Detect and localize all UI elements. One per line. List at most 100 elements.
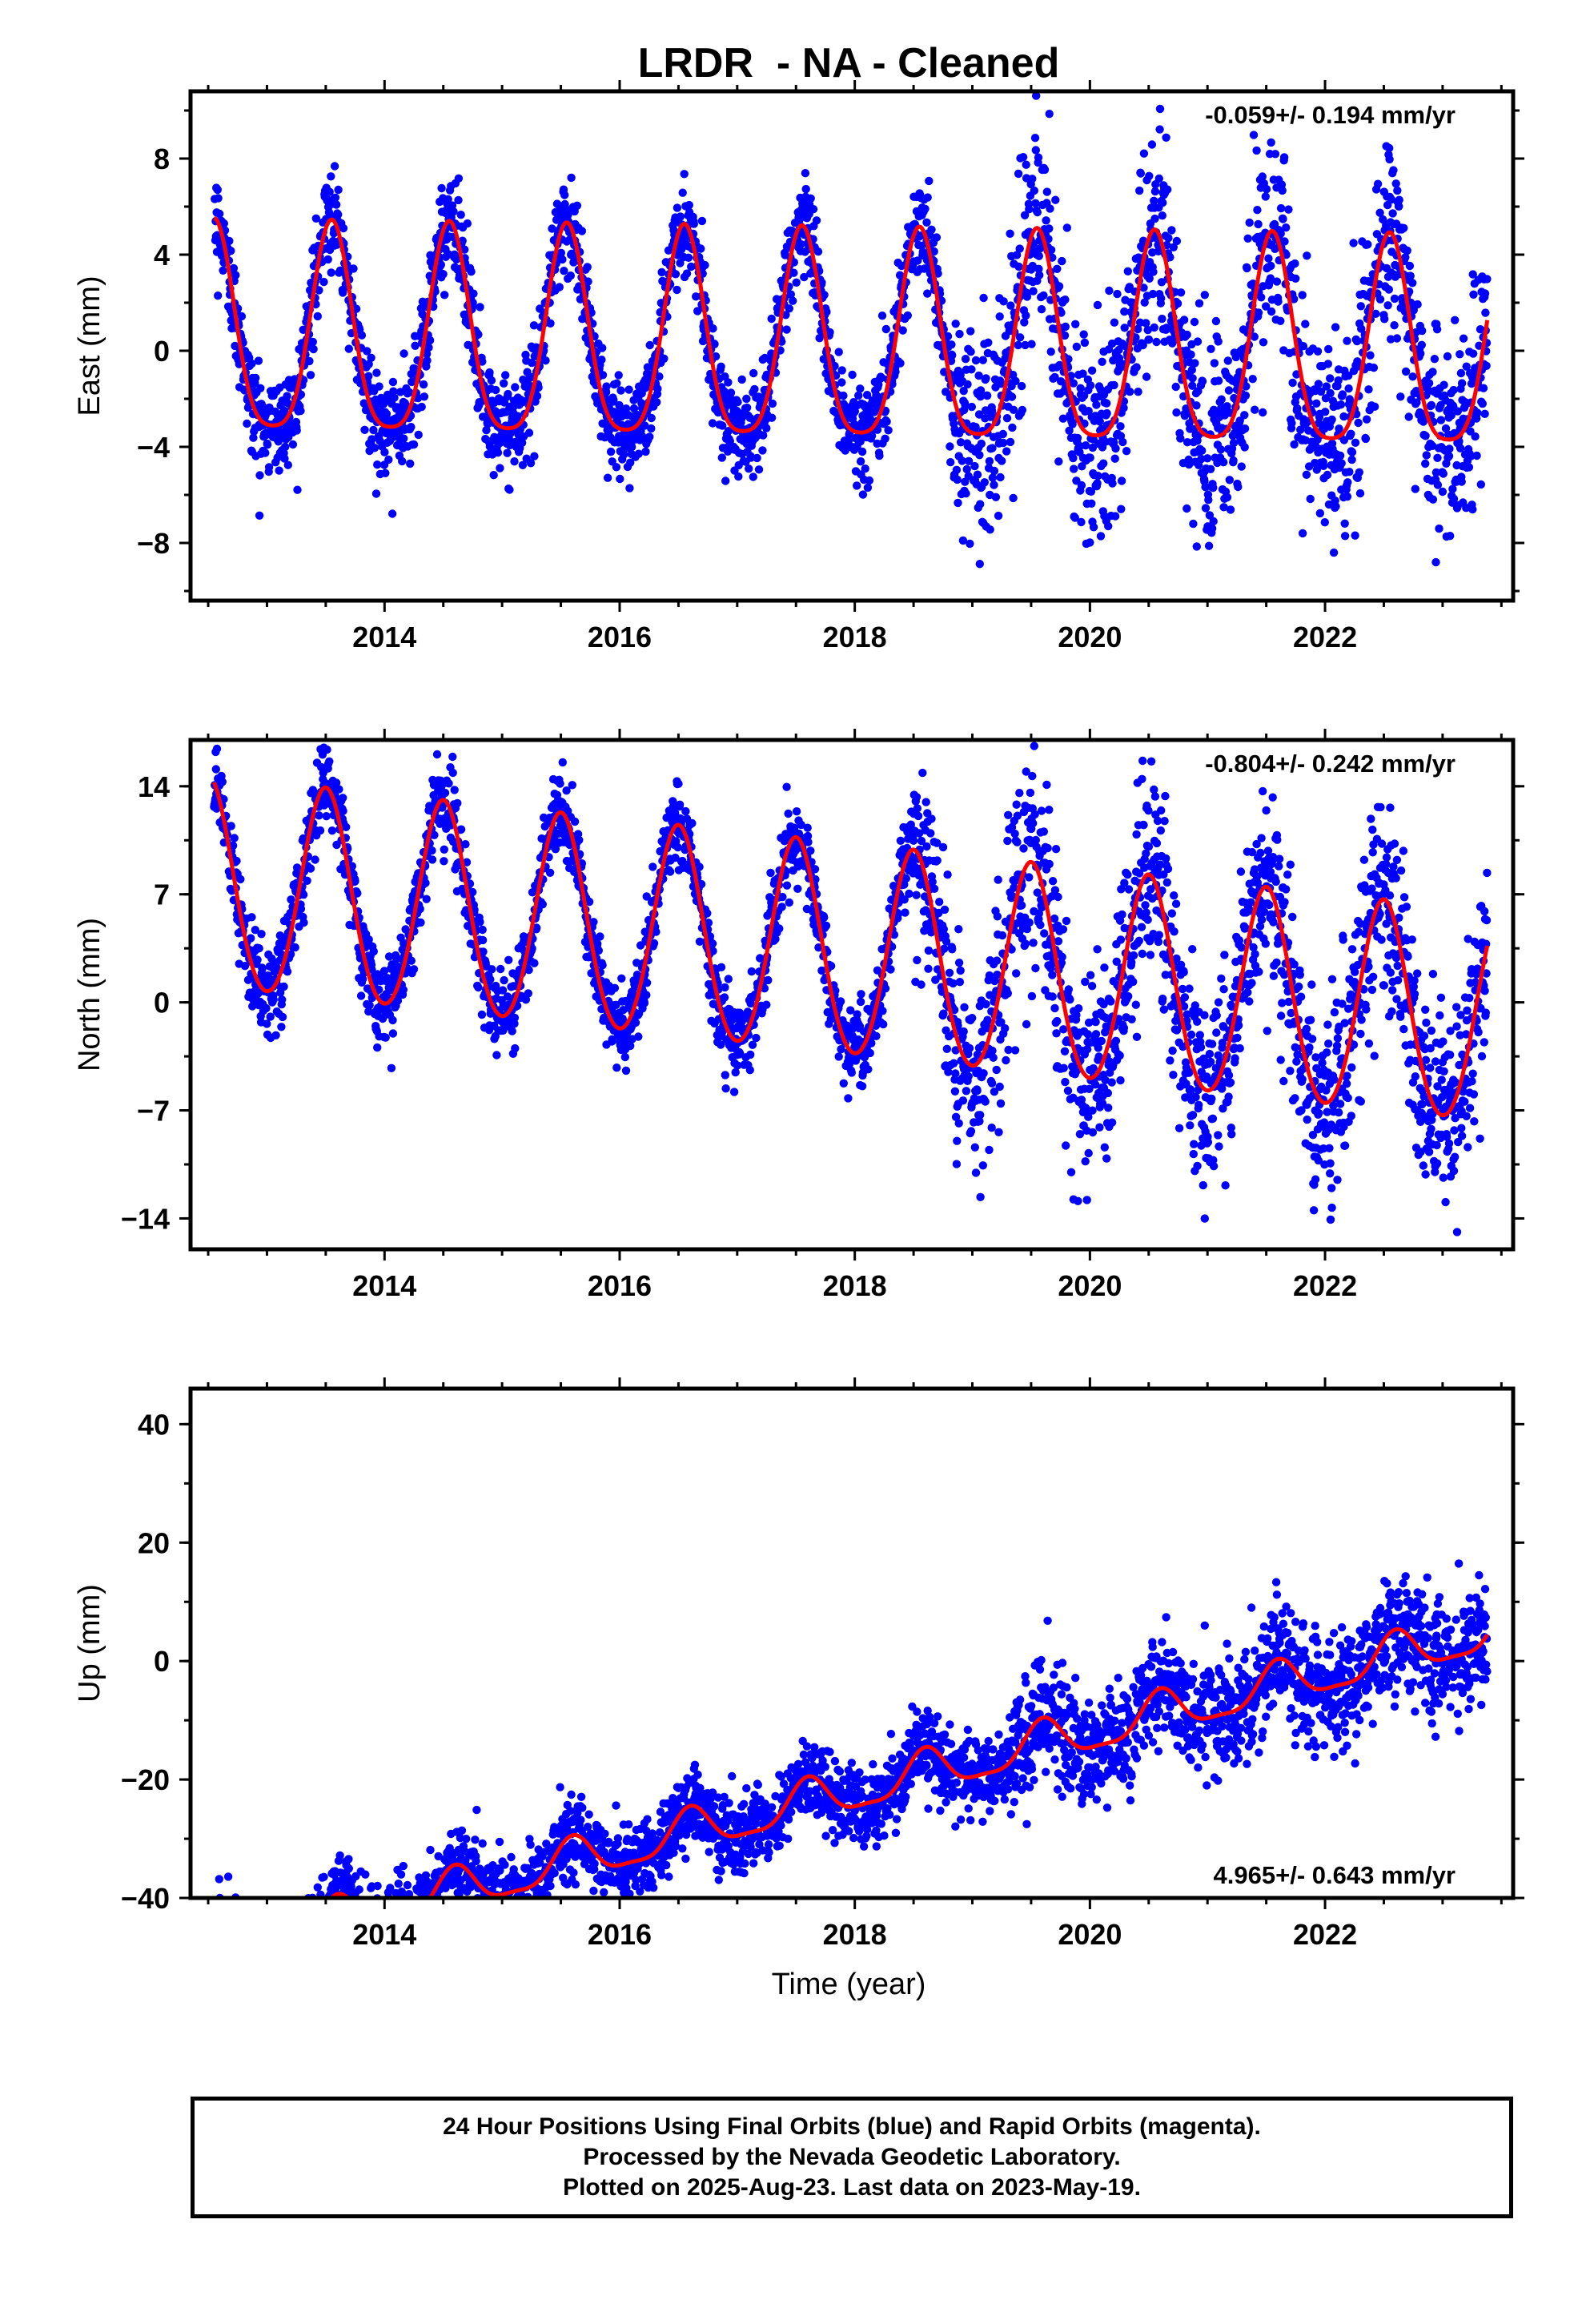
data-point [648, 862, 657, 871]
data-point [1102, 408, 1111, 418]
data-point [1347, 448, 1357, 456]
data-point [1039, 291, 1048, 300]
data-point [1354, 418, 1363, 428]
data-point [335, 785, 343, 794]
data-point [1337, 459, 1346, 468]
data-point [1086, 381, 1095, 390]
data-point [1166, 253, 1174, 262]
data-point [789, 296, 797, 305]
data-point [976, 392, 985, 401]
data-point [745, 464, 753, 473]
data-point [1428, 368, 1437, 376]
data-point [1224, 386, 1234, 395]
data-point [1158, 211, 1167, 220]
data-point [468, 887, 477, 897]
data-point [474, 330, 483, 339]
data-point [381, 1033, 390, 1042]
data-point [1118, 437, 1127, 447]
data-point [356, 991, 366, 1000]
data-point [1045, 110, 1054, 119]
data-point [767, 314, 776, 324]
data-point [616, 386, 625, 395]
data-point [733, 397, 742, 407]
data-point [754, 465, 764, 474]
data-point [1027, 340, 1036, 348]
data-point [717, 1040, 725, 1049]
data-point [1462, 362, 1471, 371]
data-point [458, 236, 467, 245]
data-point [1366, 351, 1375, 360]
data-point [1412, 398, 1421, 407]
data-point [263, 1019, 271, 1028]
data-point [1168, 336, 1178, 346]
data-point [375, 382, 383, 391]
data-point [500, 379, 508, 388]
data-point [1072, 342, 1082, 352]
data-point [271, 1031, 280, 1040]
data-point [373, 1043, 382, 1052]
data-point [762, 424, 771, 432]
data-point [232, 856, 241, 866]
data-point [448, 768, 457, 778]
data-point [856, 384, 865, 393]
data-point [1154, 174, 1164, 183]
data-point [653, 384, 662, 393]
data-point [1448, 485, 1457, 493]
data-point [1352, 336, 1362, 346]
data-point [1089, 523, 1098, 532]
data-point [555, 283, 564, 292]
data-point [671, 270, 681, 279]
data-point [1445, 444, 1454, 453]
data-point [510, 1019, 519, 1028]
data-point [279, 982, 288, 991]
data-point [961, 400, 970, 410]
data-point [349, 264, 358, 273]
data-point [291, 943, 299, 952]
data-point [1240, 443, 1249, 452]
data-point [1373, 179, 1383, 188]
data-point [1299, 342, 1308, 351]
data-point [863, 483, 873, 493]
data-point [857, 447, 867, 456]
data-point [612, 1000, 620, 1010]
data-point [1361, 434, 1371, 444]
data-point [1388, 209, 1397, 218]
data-point [1164, 234, 1173, 243]
data-point [258, 402, 267, 411]
data-point [882, 417, 891, 426]
data-point [1069, 453, 1078, 463]
data-point [1114, 345, 1123, 355]
data-point [1254, 308, 1263, 317]
data-point [1008, 423, 1017, 432]
data-point [1051, 195, 1060, 204]
data-point [718, 421, 727, 430]
x-tick-label: 2020 [1058, 621, 1122, 653]
data-point [1345, 468, 1354, 476]
data-point [528, 888, 537, 897]
data-point [1276, 316, 1285, 325]
data-point [1053, 264, 1062, 273]
data-point [363, 347, 371, 356]
data-point [584, 277, 592, 286]
data-point [1054, 282, 1064, 291]
data-point [1169, 243, 1178, 251]
data-point [1152, 337, 1161, 347]
data-point [1188, 381, 1197, 390]
data-point [603, 473, 612, 482]
data-point [474, 983, 483, 992]
data-point [1219, 458, 1228, 467]
data-point [1046, 204, 1054, 213]
data-point [577, 227, 587, 235]
data-point [724, 427, 733, 436]
data-point [1323, 470, 1332, 480]
data-point [921, 204, 930, 213]
data-point [1356, 302, 1366, 311]
data-point [877, 312, 887, 320]
data-point [227, 822, 235, 830]
data-point [1007, 392, 1017, 401]
data-point [710, 340, 719, 348]
data-point [898, 326, 907, 335]
data-point [528, 358, 536, 368]
